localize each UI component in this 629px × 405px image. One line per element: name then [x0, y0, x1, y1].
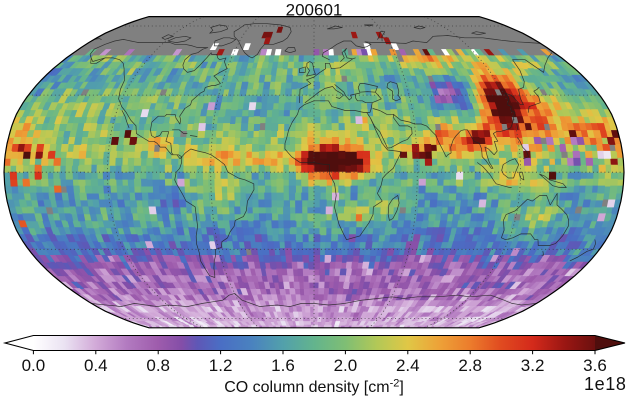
svg-text:2.8: 2.8 [458, 356, 482, 375]
svg-text:1.2: 1.2 [209, 356, 233, 375]
svg-text:2.4: 2.4 [396, 356, 420, 375]
svg-text:0.8: 0.8 [146, 356, 170, 375]
svg-text:CO column density [cm-2]: CO column density [cm-2] [224, 378, 404, 397]
svg-text:1.6: 1.6 [271, 356, 295, 375]
svg-text:1e18: 1e18 [584, 374, 626, 394]
svg-text:3.6: 3.6 [583, 356, 607, 375]
svg-text:2.0: 2.0 [334, 356, 358, 375]
svg-text:0.4: 0.4 [84, 356, 108, 375]
svg-text:0.0: 0.0 [22, 356, 46, 375]
svg-text:3.2: 3.2 [521, 356, 545, 375]
svg-text:200601: 200601 [286, 1, 343, 20]
